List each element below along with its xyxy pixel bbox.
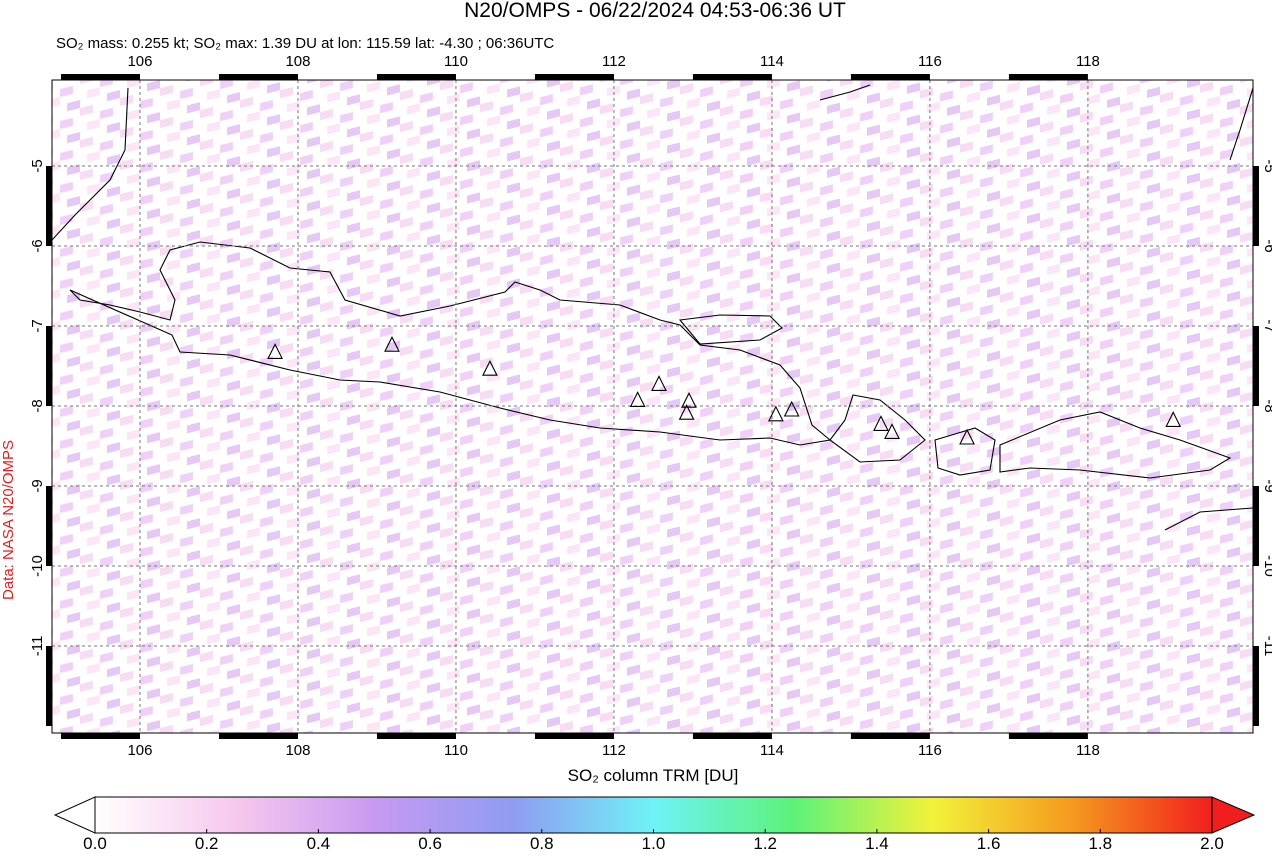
- lon-bar: [692, 74, 772, 80]
- lon-bar: [850, 74, 930, 80]
- y-tick-label: -10: [29, 555, 46, 577]
- volcano: [959, 428, 975, 445]
- colorbar-over: [1211, 796, 1256, 834]
- lon-bar: [850, 733, 930, 739]
- y-tick-label: -9: [29, 479, 46, 492]
- grid: [52, 80, 1253, 733]
- x-tick-label: 106: [127, 53, 152, 70]
- y-tick-label: -6: [1261, 239, 1272, 252]
- y-tick-label: -7: [29, 319, 46, 332]
- colorbar-tick-label: 1.6: [977, 834, 1001, 853]
- coast-madura: [678, 314, 783, 345]
- subtitle: SO₂ mass: 0.255 kt; SO₂ max: 1.39 DU at …: [56, 35, 554, 52]
- x-tick-label: 114: [760, 53, 784, 70]
- volcano: [783, 400, 800, 417]
- colorbar-tick-label: 0.8: [530, 834, 554, 853]
- colorbar-tick-label: 2.0: [1200, 834, 1224, 853]
- x-tick-label: 112: [602, 53, 626, 70]
- title: N20/OMPS - 06/22/2024 04:53-06:36 UT: [464, 0, 846, 22]
- y-tick-label: -7: [1261, 319, 1272, 332]
- lon-bar: [218, 74, 298, 80]
- y-tick-label: -11: [29, 636, 46, 657]
- y-tick-label: -5: [29, 159, 46, 172]
- map-frame: [51, 79, 1254, 734]
- x-tick-label: 114: [760, 742, 784, 759]
- colorbar-tick-label: 1.8: [1088, 834, 1112, 853]
- coast-sumbawa: [999, 411, 1232, 479]
- volcano: [651, 375, 667, 391]
- x-tick-label: 116: [918, 53, 942, 70]
- colorbar-tick-label: 0.6: [418, 834, 442, 853]
- y-tick-label: -5: [1261, 159, 1272, 172]
- volcano: [1165, 411, 1182, 427]
- colorbar-tick-label: 0.2: [195, 834, 219, 853]
- coast-borneo: [819, 84, 871, 101]
- volcano: [681, 391, 697, 408]
- y-tick-label: -8: [29, 399, 46, 412]
- map-area: [52, 80, 1253, 733]
- y-tick-label: -9: [1261, 479, 1272, 492]
- volcano: [629, 391, 646, 407]
- x-tick-label: 106: [127, 742, 152, 759]
- colorbar-tick-label: 1.2: [753, 834, 777, 853]
- lon-bar: [60, 733, 140, 739]
- volcano: [873, 415, 889, 431]
- x-tick-label: 108: [285, 742, 310, 759]
- y-tick-label: -6: [29, 239, 46, 252]
- lon-bar: [534, 74, 614, 80]
- colorbar: SO₂ column TRM [DU] 0.0 0.2 0.4 0.6 0.8 1.0 1.…: [53, 766, 1256, 853]
- volcano: [678, 403, 695, 420]
- lat-bar: [46, 326, 52, 406]
- lon-bar: [60, 74, 140, 80]
- x-tick-label: 110: [444, 53, 468, 70]
- lat-bar: [1253, 326, 1259, 406]
- volcano: [267, 343, 283, 359]
- volcano: [884, 423, 900, 439]
- coast-sumba: [1164, 507, 1253, 531]
- lat-bar: [1253, 166, 1259, 246]
- coast-sumatra: [52, 87, 129, 241]
- coast-sulawesi: [1229, 87, 1253, 161]
- colorbar-tick-label: 0.0: [83, 834, 107, 853]
- x-tick-label: 118: [1076, 742, 1100, 759]
- x-tick-label: 112: [602, 742, 626, 759]
- coast-bali: [829, 394, 926, 463]
- y-tick-label: -10: [1261, 555, 1272, 577]
- coast-lombok: [934, 427, 996, 476]
- colorbar-label: SO₂ column TRM [DU]: [568, 766, 739, 785]
- lat-bar: [46, 486, 52, 566]
- y-tick-label: -8: [1261, 399, 1272, 412]
- y-tick-label: -11: [1261, 636, 1272, 657]
- coast-java: [69, 241, 832, 446]
- lon-bar: [1008, 733, 1088, 739]
- lat-bar: [46, 646, 52, 726]
- lat-bar: [1253, 646, 1259, 726]
- lon-bar: [218, 733, 298, 739]
- axes: 106 106 108 108 110 110 112 112 114 114 116 116 118 1…: [29, 53, 1272, 759]
- x-tick-label: 110: [444, 742, 468, 759]
- colorbar-tick-label: 0.4: [307, 834, 331, 853]
- lon-bar: [692, 733, 772, 739]
- lat-bar: [46, 166, 52, 246]
- lat-bar: [1253, 486, 1259, 566]
- x-tick-label: 118: [1076, 53, 1100, 70]
- x-tick-label: 116: [918, 742, 942, 759]
- colorbar-under: [53, 796, 96, 834]
- lon-bar: [376, 733, 456, 739]
- volcano: [384, 335, 400, 352]
- lon-bar: [534, 733, 614, 739]
- colorbar-tick-label: 1.4: [865, 834, 889, 853]
- lon-bar: [376, 74, 456, 80]
- coastlines: [52, 84, 1253, 531]
- colorbar-tick-label: 1.0: [642, 834, 666, 853]
- volcano: [767, 405, 784, 422]
- credit: Data: NASA N20/OMPS: [0, 440, 17, 600]
- colorbar-bar: [94, 796, 1213, 834]
- volcano: [482, 359, 498, 376]
- volcanoes: [267, 335, 1182, 445]
- x-tick-label: 108: [285, 53, 310, 70]
- lon-bar: [1008, 74, 1088, 80]
